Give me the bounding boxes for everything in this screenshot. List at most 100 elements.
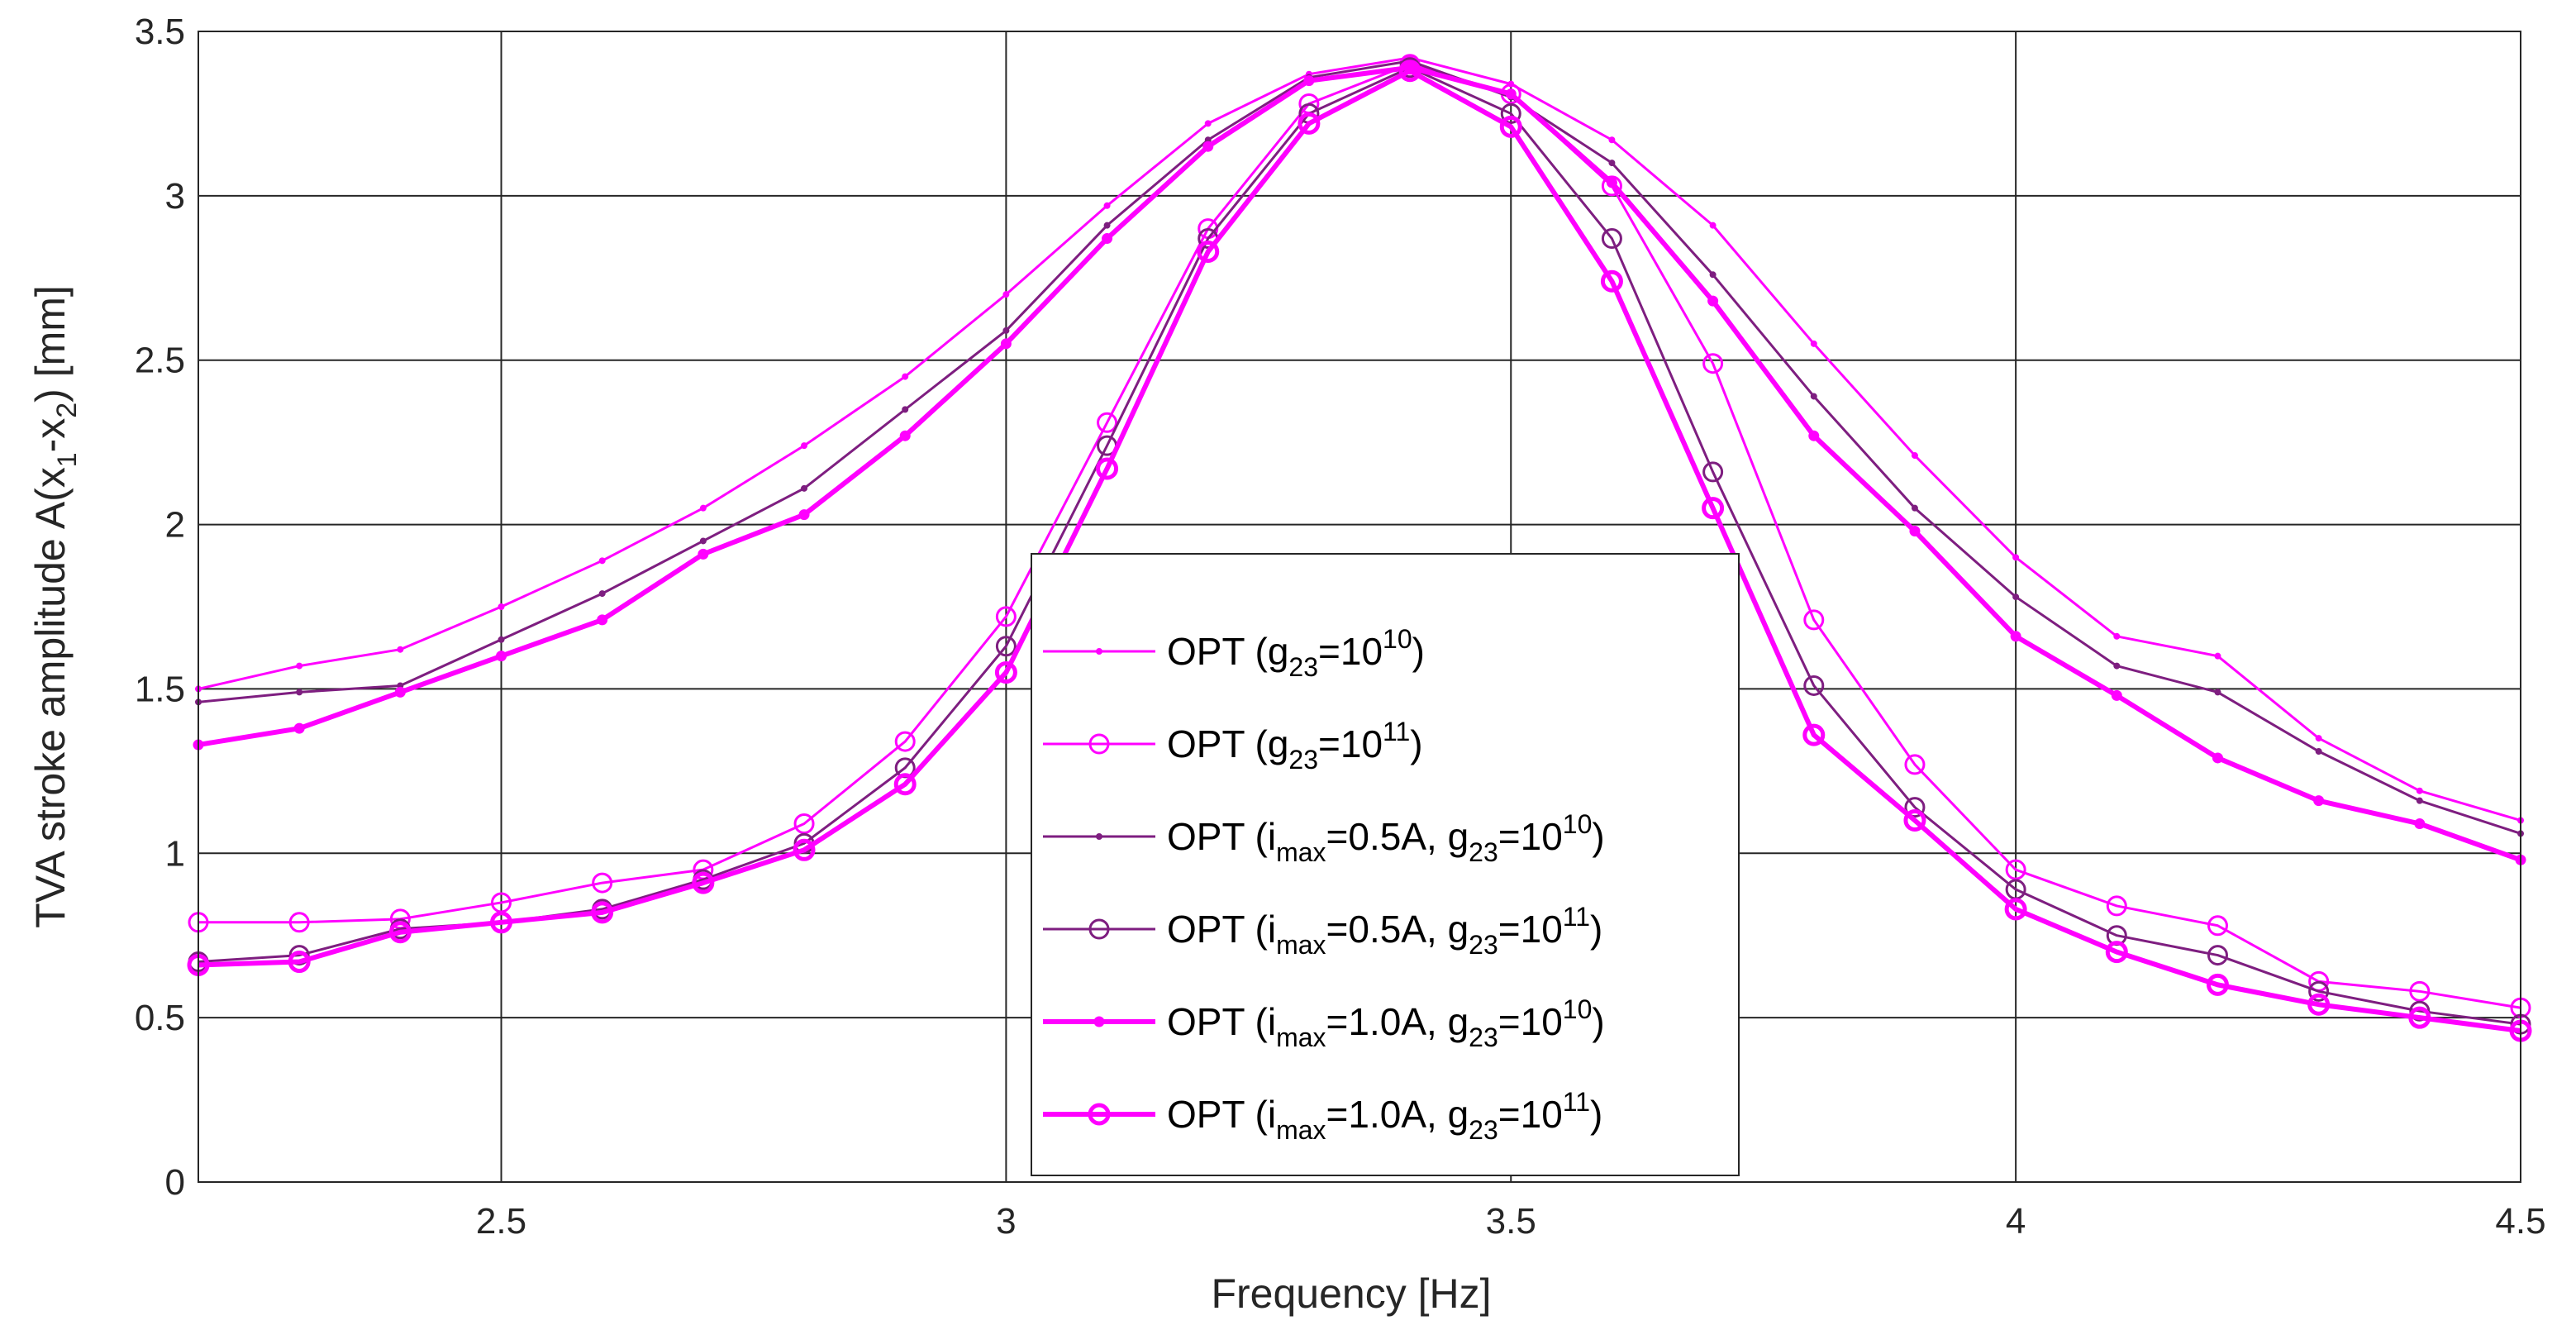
data-point <box>2106 895 2127 917</box>
data-point <box>490 911 513 934</box>
data-point <box>397 646 404 653</box>
y-tick-label: 3 <box>165 176 185 217</box>
y-label-mid: -x <box>27 418 74 453</box>
data-point <box>2010 631 2021 642</box>
data-point <box>1810 393 1817 400</box>
legend-marker <box>1096 833 1102 840</box>
y-tick-label: 2.5 <box>135 341 185 381</box>
data-point <box>288 912 310 933</box>
data-point <box>1803 675 1825 696</box>
data-point <box>1298 112 1321 135</box>
y-tick-label: 3.5 <box>135 12 185 52</box>
data-point <box>2111 689 2122 701</box>
data-point <box>598 590 606 598</box>
data-point <box>1398 60 1421 83</box>
data-point <box>2105 941 2128 964</box>
y-label-main: TVA stroke amplitude A(x <box>27 467 74 928</box>
series-1 <box>195 54 2524 824</box>
data-point <box>2214 652 2221 660</box>
x-tick-label: 3 <box>996 1201 1016 1242</box>
plot-frame <box>198 31 2521 1183</box>
data-point <box>591 901 614 924</box>
y-axis: 0 0.5 1 1.5 2 2.5 3 3.5 <box>135 12 185 1203</box>
data-point <box>498 636 505 643</box>
data-point <box>293 722 305 734</box>
x-tick-label: 2.5 <box>476 1201 526 1242</box>
legend-marker <box>1088 733 1110 755</box>
data-point <box>1608 160 1616 167</box>
data-point <box>1608 136 1616 144</box>
y-tick-label: 2 <box>165 505 185 546</box>
data-point <box>498 603 505 610</box>
data-point <box>699 537 707 545</box>
data-point <box>698 548 709 560</box>
legend-entry: OPT (imax=0.5A, g23=1011) <box>1043 902 1602 960</box>
series-line <box>198 63 2521 1009</box>
data-point <box>2212 752 2223 764</box>
data-point <box>995 606 1017 627</box>
data-point <box>1709 222 1717 229</box>
data-point <box>2206 973 2229 996</box>
data-point <box>2416 787 2423 794</box>
data-point <box>1702 461 1724 483</box>
data-point <box>2313 795 2325 807</box>
data-point <box>798 509 810 521</box>
legend-entry: OPT (imax=1.0A, g23=1010) <box>1043 994 1605 1052</box>
legend-label: OPT (imax=1.0A, g23=1011) <box>1167 1087 1602 1145</box>
data-point <box>288 945 310 966</box>
data-point <box>1303 75 1315 87</box>
data-point <box>2315 747 2322 755</box>
series-line <box>198 68 2521 1034</box>
legend-marker <box>1096 648 1102 655</box>
data-point <box>2004 898 2027 921</box>
series-line <box>198 60 2521 835</box>
data-point <box>597 614 608 626</box>
data-point <box>801 484 808 492</box>
series-6 <box>187 60 2532 1042</box>
x-tick-label: 3.5 <box>1486 1201 1536 1242</box>
x-tick-label: 4 <box>2006 1201 2026 1242</box>
data-point <box>1911 504 1918 512</box>
data-point <box>793 838 816 861</box>
legend-label: OPT (imax=0.5A, g23=1010) <box>1167 809 1605 867</box>
data-point <box>2409 1000 2431 1022</box>
y-tick-label: 1.5 <box>135 669 185 709</box>
svg-text:TVA stroke amplitude A(x1-x2): TVA stroke amplitude A(x1-x2) [mm] <box>27 285 83 928</box>
legend-label: OPT (g23=1011) <box>1167 717 1423 775</box>
y-tick-label: 0 <box>165 1162 185 1203</box>
data-point <box>1103 202 1111 209</box>
data-point <box>1606 177 1617 188</box>
y-label-sub2: 2 <box>51 403 83 418</box>
y-tick-label: 1 <box>165 833 185 874</box>
y-label-end: ) [mm] <box>27 285 74 403</box>
data-point <box>893 773 917 796</box>
legend-box <box>1031 553 1740 1176</box>
series-5 <box>193 62 2526 865</box>
y-axis-label: TVA stroke amplitude A(x1-x2) [mm] <box>27 285 83 928</box>
data-point <box>592 872 613 894</box>
data-point <box>1810 340 1817 347</box>
x-tick-label: 4.5 <box>2495 1201 2545 1242</box>
data-point <box>2315 735 2322 742</box>
y-label-sub1: 1 <box>52 452 82 467</box>
data-point <box>1499 115 1522 138</box>
data-point <box>2012 593 2020 601</box>
data-point <box>899 430 911 441</box>
data-point <box>1911 452 1918 460</box>
data-point <box>1505 88 1517 100</box>
data-point <box>1808 430 1820 441</box>
legend-marker <box>1088 1103 1111 1126</box>
data-point <box>2414 818 2426 829</box>
data-point <box>296 662 303 670</box>
legend: OPT (g23=1010) OPT (g23=1011) OPT (imax=0.… <box>1031 553 1740 1176</box>
data-point <box>1709 271 1717 279</box>
data-point <box>496 651 507 662</box>
data-point <box>801 442 808 450</box>
data-point <box>2416 797 2423 804</box>
data-point <box>2113 662 2121 670</box>
data-point <box>1500 102 1521 124</box>
data-point <box>1707 295 1719 307</box>
legend-entry: OPT (imax=1.0A, g23=1011) <box>1043 1087 1602 1145</box>
series-layer <box>187 54 2532 1042</box>
legend-marker <box>1093 1016 1105 1027</box>
